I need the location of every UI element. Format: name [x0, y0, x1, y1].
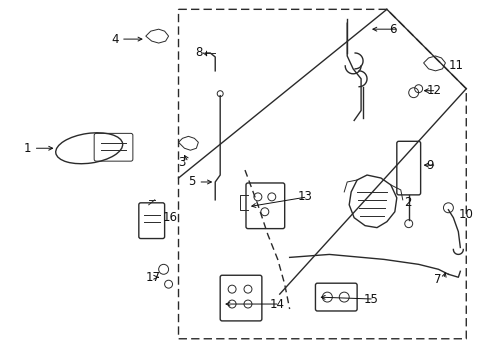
Text: 12: 12 — [426, 84, 441, 97]
Text: 5: 5 — [188, 175, 195, 189]
Text: 16: 16 — [163, 211, 177, 224]
Text: 8: 8 — [195, 46, 203, 59]
Text: 3: 3 — [178, 156, 185, 168]
Text: 4: 4 — [111, 33, 118, 46]
Text: 10: 10 — [457, 208, 472, 221]
Text: 11: 11 — [447, 59, 463, 72]
Text: 17: 17 — [145, 271, 161, 284]
Text: 9: 9 — [426, 159, 433, 172]
Text: 6: 6 — [388, 23, 396, 36]
Text: 14: 14 — [269, 297, 284, 311]
Text: 7: 7 — [433, 273, 440, 286]
Text: 15: 15 — [364, 293, 378, 306]
Text: 2: 2 — [403, 196, 410, 209]
Text: 1: 1 — [24, 142, 31, 155]
Text: 13: 13 — [297, 190, 312, 203]
